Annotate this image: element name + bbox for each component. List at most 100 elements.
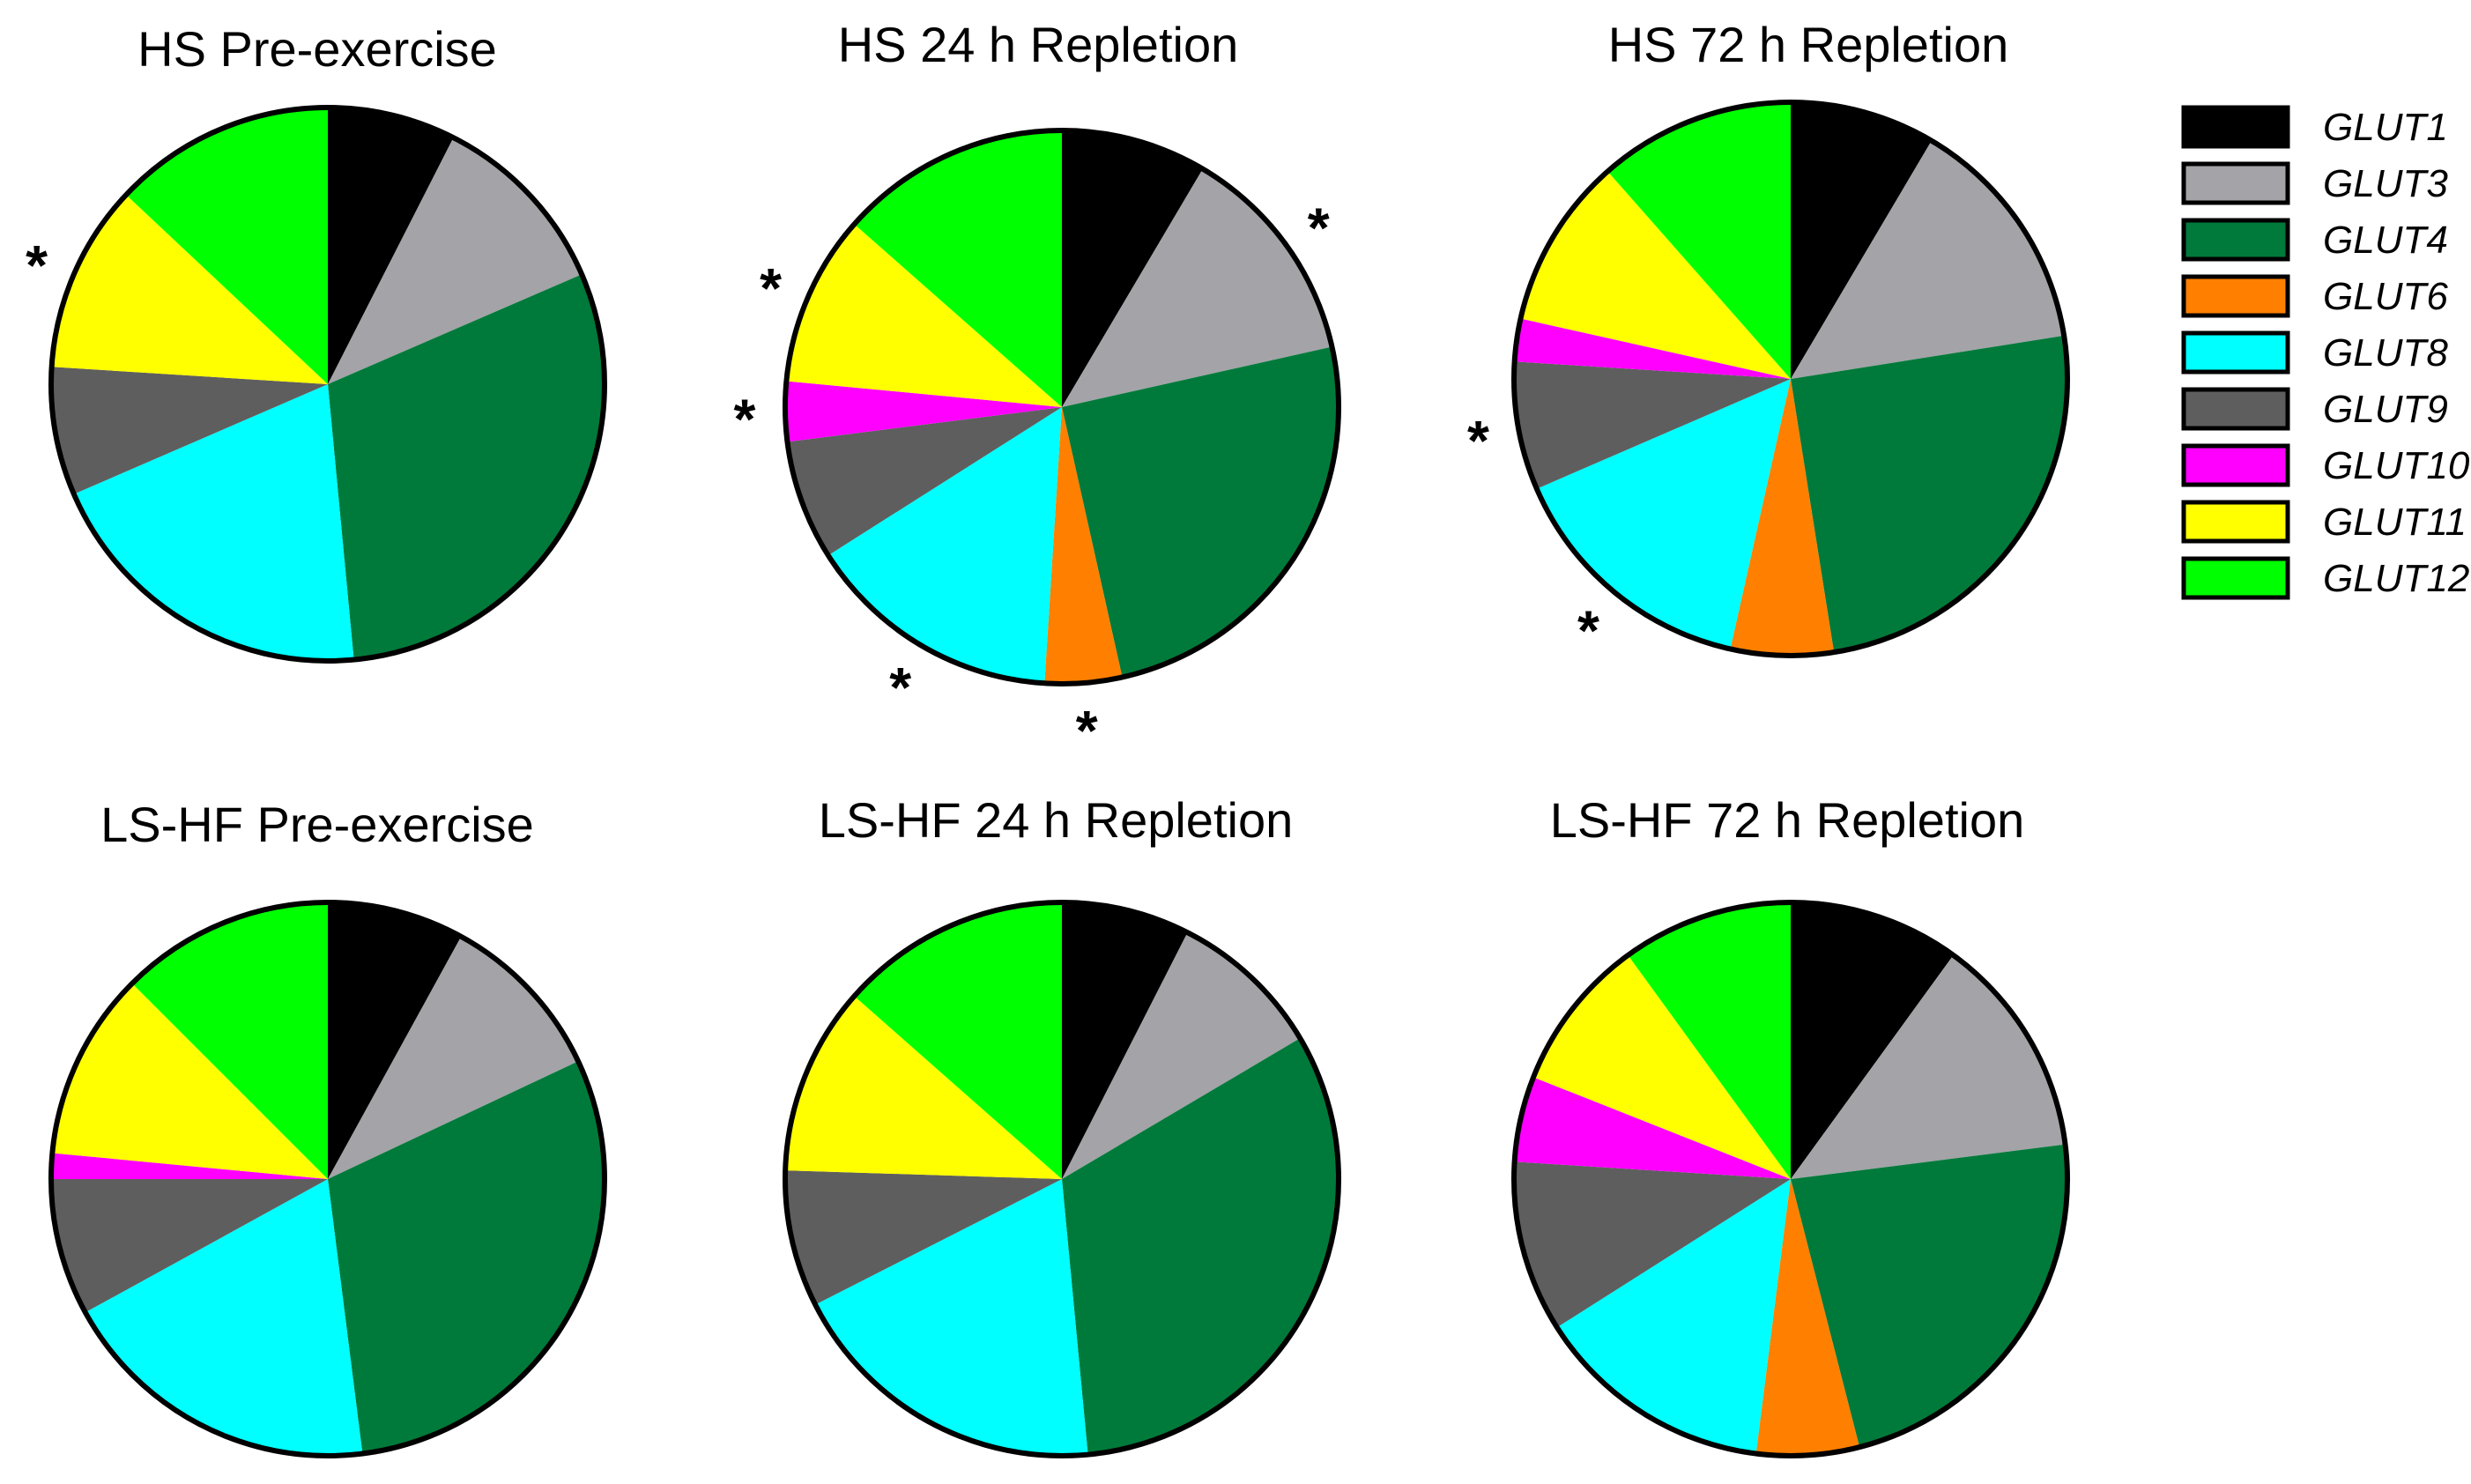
legend-label: GLUT9	[2323, 388, 2448, 431]
slice-glut9	[51, 367, 328, 494]
legend-label: GLUT10	[2323, 444, 2470, 487]
legend-swatch	[2181, 161, 2290, 205]
legend-swatch	[2181, 218, 2290, 262]
legend-label: GLUT8	[2323, 331, 2448, 375]
slice-glut8	[1556, 1179, 1791, 1454]
legend-item-glut11: GLUT11	[2181, 500, 2467, 544]
slice-glut9	[1514, 361, 1791, 489]
pie-outline	[48, 900, 607, 1458]
slice-glut9	[1514, 1161, 1791, 1328]
slice-glut12	[854, 902, 1062, 1179]
significance-star-glut9: *	[1467, 409, 1489, 472]
significance-star-glut3: *	[1308, 196, 1330, 259]
slice-glut1	[1791, 902, 1954, 1179]
slice-glut12	[131, 902, 328, 1179]
pie-ls-hf-24-h-repletion: LS-HF 24 h Repletion	[783, 792, 1341, 1458]
slice-glut3	[328, 936, 579, 1179]
slice-glut9	[787, 407, 1062, 556]
slice-glut6	[1730, 379, 1835, 656]
significance-star-glut6: *	[1076, 699, 1098, 762]
legend-item-glut3: GLUT3	[2181, 161, 2448, 205]
legend-label: GLUT1	[2323, 106, 2448, 149]
legend-swatch	[2181, 274, 2290, 318]
slice-glut12	[1628, 902, 1791, 1179]
legend-swatch	[2181, 330, 2290, 375]
pie-title: HS Pre-exercise	[137, 21, 497, 77]
pie-title: LS-HF 72 h Repletion	[1550, 792, 2025, 848]
slice-glut1	[1062, 902, 1188, 1179]
legend-label: GLUT6	[2323, 275, 2448, 318]
legend-item-glut9: GLUT9	[2181, 387, 2448, 431]
legend-label: GLUT4	[2323, 219, 2448, 262]
legend-swatch	[2181, 105, 2290, 149]
legend-item-glut1: GLUT1	[2181, 105, 2448, 149]
pie-hs-72-h-repletion: HS 72 h Repletion * *	[1467, 17, 2070, 662]
legend: GLUT1 GLUT3 GLUT4 GLUT6 GLUT8 GLUT9 GLUT10 GLUT…	[2181, 105, 2470, 600]
slice-glut1	[1062, 130, 1203, 407]
slice-glut12	[1607, 102, 1791, 379]
pie-charts: HS Pre-exercise*HS 24 h Repletion*****HS…	[26, 17, 2070, 1458]
legend-swatch	[2181, 443, 2290, 487]
slice-glut4	[1062, 346, 1339, 678]
slice-glut8	[85, 1179, 363, 1456]
pie-outline	[783, 128, 1341, 686]
legend-label: GLUT12	[2323, 557, 2469, 600]
pie-outline	[48, 105, 607, 664]
pie-hs-pre-exercise: HS Pre-exercise *	[26, 21, 607, 664]
slice-glut11	[52, 983, 328, 1179]
slice-glut3	[1791, 954, 2066, 1179]
slice-glut6	[1755, 1179, 1860, 1456]
significance-star-glut8: *	[1577, 598, 1599, 662]
pie-title: HS 24 h Repletion	[838, 17, 1239, 72]
legend-label: GLUT3	[2323, 162, 2448, 205]
slice-glut10	[50, 1153, 328, 1179]
slice-glut10	[1514, 318, 1791, 379]
slice-glut4	[328, 1061, 605, 1454]
slice-glut8	[815, 1179, 1088, 1457]
slice-glut9	[51, 1179, 328, 1313]
slice-glut11	[1520, 171, 1791, 379]
pie-hs-24-h-repletion: HS 24 h Repletion * * * * *	[734, 17, 1341, 762]
slice-glut4	[1791, 1144, 2067, 1448]
legend-item-glut12: GLUT12	[2181, 556, 2469, 600]
legend-item-glut4: GLUT4	[2181, 218, 2448, 262]
legend-swatch	[2181, 387, 2290, 431]
legend-item-glut8: GLUT8	[2181, 330, 2448, 375]
slice-glut1	[1791, 102, 1932, 379]
slice-glut4	[1791, 335, 2067, 653]
significance-star-glut8: *	[889, 656, 911, 719]
slice-glut12	[126, 108, 328, 384]
slice-glut11	[51, 195, 329, 384]
slice-glut4	[1062, 1038, 1339, 1455]
slice-glut8	[1536, 379, 1791, 649]
legend-swatch	[2181, 500, 2290, 544]
significance-star-glut11: *	[760, 256, 782, 320]
slice-glut12	[854, 130, 1062, 407]
slice-glut3	[328, 137, 583, 384]
slice-glut6	[1044, 407, 1123, 685]
slice-glut11	[1533, 954, 1791, 1179]
significance-star-glut10: *	[734, 388, 756, 451]
legend-label: GLUT11	[2323, 501, 2467, 544]
pie-outline	[1511, 900, 2070, 1458]
slice-glut1	[328, 902, 462, 1179]
pie-title: HS 72 h Repletion	[1608, 17, 2009, 72]
slice-glut8	[827, 407, 1062, 684]
pie-outline	[1511, 100, 2070, 658]
slice-glut10	[784, 381, 1062, 442]
pie-ls-hf-pre-exercise: LS-HF Pre-exercise	[48, 797, 607, 1458]
slice-glut3	[1062, 932, 1301, 1179]
legend-item-glut10: GLUT10	[2181, 443, 2470, 487]
legend-swatch	[2181, 556, 2290, 600]
slice-glut3	[1791, 140, 2065, 380]
slice-glut8	[73, 384, 354, 662]
slice-glut11	[785, 996, 1062, 1179]
pie-outline	[783, 900, 1341, 1458]
slice-glut10	[1514, 1077, 1791, 1179]
slice-glut1	[328, 108, 454, 384]
slice-glut3	[1062, 168, 1332, 408]
slice-glut11	[786, 224, 1062, 407]
pie-title: LS-HF 24 h Repletion	[819, 792, 1294, 848]
slice-glut9	[784, 1170, 1062, 1305]
